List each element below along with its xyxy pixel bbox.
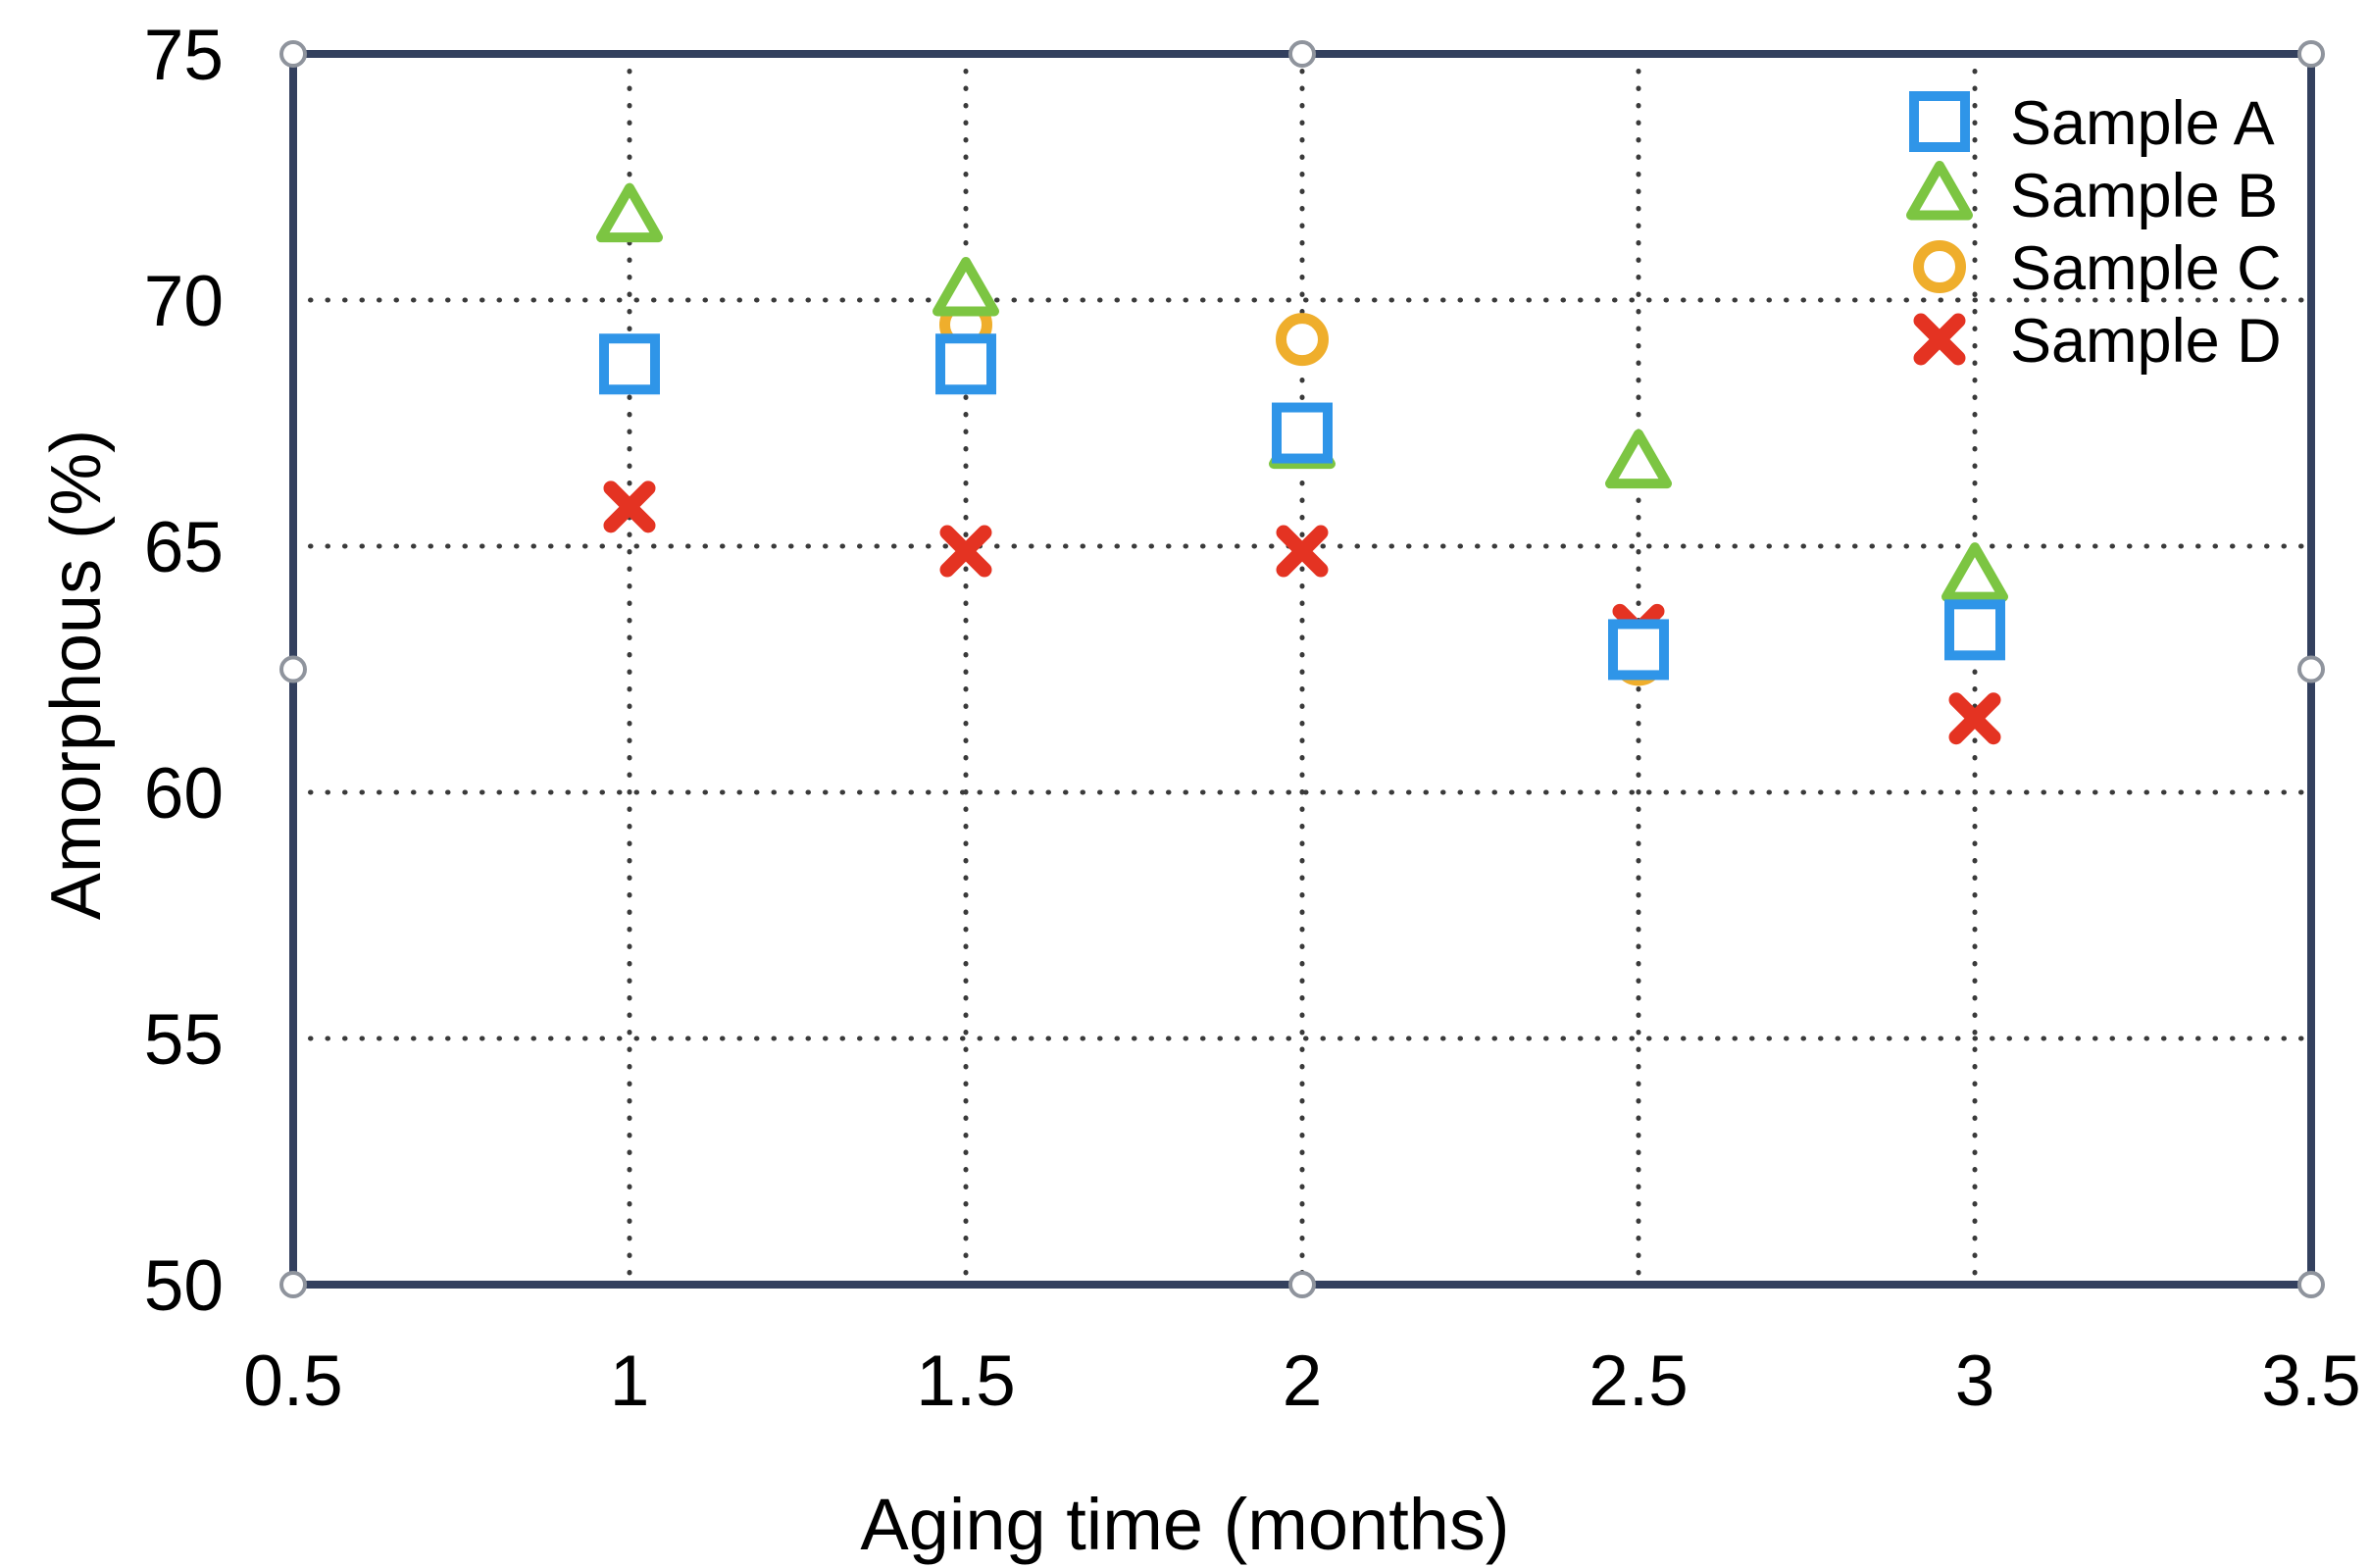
- axis-tick-labels: 0.5 1 1.5 2 2.5 3 3.5 75 70 65 60 55 50: [144, 16, 2361, 1421]
- selection-handle[interactable]: [2297, 40, 2325, 68]
- legend-label: Sample D: [2010, 307, 2282, 376]
- x-tick-label: 1: [610, 1341, 650, 1421]
- legend-item: Sample C: [1913, 234, 2282, 303]
- data-point-sample-a: [599, 333, 660, 395]
- data-point-sample-a: [935, 333, 996, 395]
- y-tick-label: 60: [144, 754, 224, 834]
- data-point-sample-d: [939, 525, 992, 578]
- y-tick-label: 50: [144, 1246, 224, 1326]
- selection-handle[interactable]: [279, 655, 307, 683]
- legend-marker-x-icon: [1913, 313, 1966, 366]
- data-point-sample-d: [1948, 692, 2001, 745]
- data-point-sample-b: [1605, 429, 1672, 489]
- selection-handle[interactable]: [279, 1271, 307, 1298]
- y-tick-label: 70: [144, 262, 224, 341]
- x-tick-label: 2.5: [1588, 1341, 1688, 1421]
- data-point-sample-d: [1276, 525, 1329, 578]
- selection-handle[interactable]: [1288, 1271, 1316, 1298]
- y-tick-label: 75: [144, 16, 224, 95]
- legend-item: Sample B: [1906, 161, 2278, 230]
- selection-handles: [279, 40, 2325, 1298]
- x-tick-label: 0.5: [243, 1341, 342, 1421]
- selection-handle[interactable]: [2297, 1271, 2325, 1298]
- x-tick-label: 3: [1955, 1341, 1995, 1421]
- y-tick-label: 55: [144, 1000, 224, 1080]
- y-axis-title: Amorphous (%): [37, 429, 116, 921]
- x-tick-label: 3.5: [2261, 1341, 2360, 1421]
- data-point-sample-b: [933, 256, 999, 317]
- legend-label: Sample C: [2010, 234, 2282, 303]
- data-point-sample-a: [1272, 402, 1333, 464]
- selection-handle[interactable]: [2297, 655, 2325, 683]
- legend-label: Sample A: [2010, 89, 2275, 158]
- selection-handle[interactable]: [279, 40, 307, 68]
- legend-item: Sample D: [1913, 307, 2282, 376]
- y-tick-label: 65: [144, 508, 224, 587]
- legend-marker-circle-icon: [1913, 240, 1966, 293]
- data-point-sample-a: [1944, 599, 2005, 661]
- data-point-sample-b: [1941, 542, 2008, 602]
- x-axis-title: Aging time (months): [860, 1484, 1510, 1565]
- legend-marker-triangle-icon: [1906, 161, 1973, 221]
- selection-handle[interactable]: [1288, 40, 1316, 68]
- x-tick-label: 1.5: [916, 1341, 1015, 1421]
- data-point-sample-b: [596, 182, 663, 243]
- data-point-sample-a: [1608, 619, 1669, 681]
- data-point-sample-c: [1276, 313, 1329, 367]
- data-point-sample-d: [603, 481, 656, 533]
- data-points: [596, 182, 2008, 745]
- x-tick-label: 2: [1283, 1341, 1323, 1421]
- gridlines: [290, 51, 2314, 1288]
- legend-item: Sample A: [1909, 89, 2275, 158]
- legend-marker-square-icon: [1909, 91, 1970, 152]
- legend-label: Sample B: [2010, 162, 2278, 230]
